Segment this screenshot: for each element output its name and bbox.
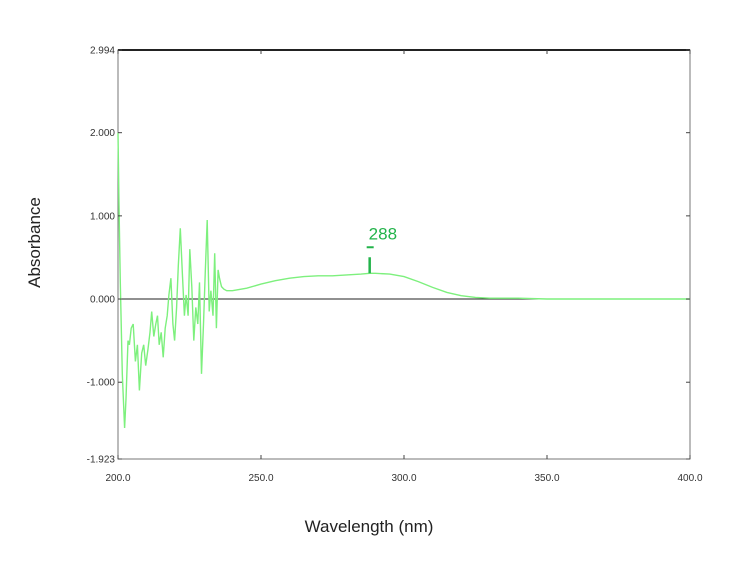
y-tick-label: 0.000: [90, 295, 115, 306]
y-tick-label: 2.994: [90, 46, 115, 57]
x-tick-label: 300.0: [391, 473, 416, 484]
x-axis-ticks: 200.0 250.0 300.0 350.0 400.0: [105, 50, 703, 484]
series-line: [117, 132, 690, 429]
x-tick-label: 400.0: [677, 473, 702, 484]
plot-area: 288: [117, 49, 691, 460]
y-axis-title: Absorbance: [25, 197, 44, 288]
y-tick-label: 1.000: [90, 211, 115, 222]
x-tick-label: 200.0: [105, 473, 130, 484]
x-tick-label: 350.0: [534, 473, 559, 484]
y-axis-ticks: 2.994 2.000 1.000 0.000 -1.000 -1.923: [87, 46, 690, 466]
x-axis-title: Wavelength (nm): [305, 517, 434, 536]
y-tick-label: 2.000: [90, 128, 115, 139]
y-tick-label: -1.000: [87, 378, 116, 389]
plot-frame: [117, 49, 691, 460]
x-tick-label: 250.0: [248, 473, 273, 484]
peak-annotation-label: 288: [369, 224, 397, 243]
y-tick-label: -1.923: [87, 455, 116, 466]
